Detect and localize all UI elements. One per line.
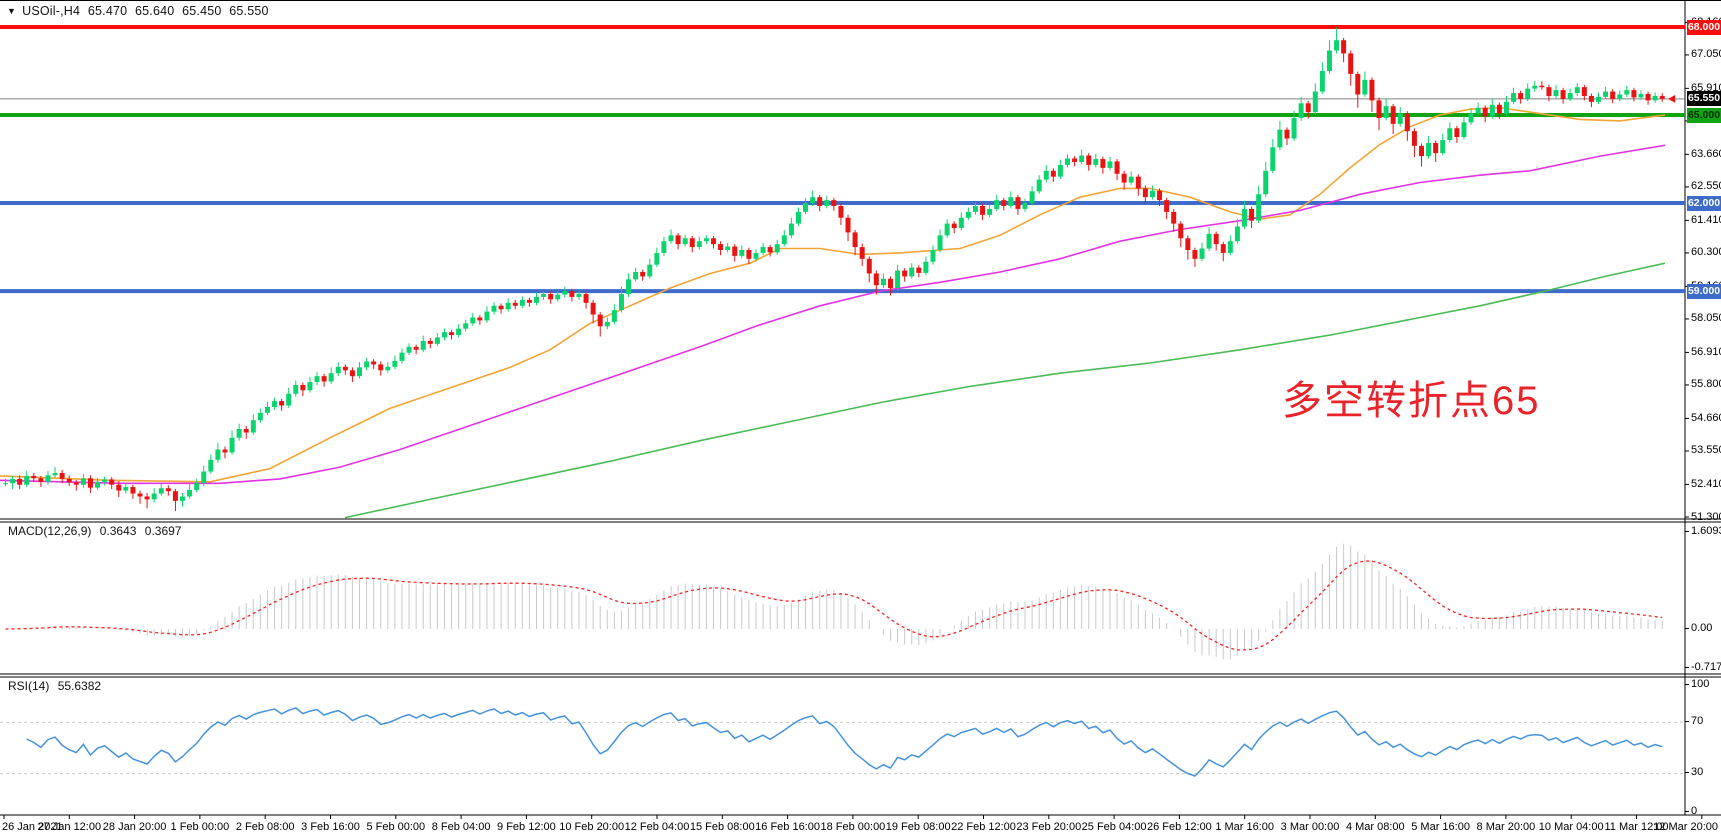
time-tick-label: 27 Jan 12:00	[37, 821, 102, 833]
macd-signal-line	[5, 560, 1663, 651]
fast-ma-line	[0, 106, 1666, 483]
price-badge-59.000: 59.000	[1687, 283, 1721, 299]
rsi-line	[26, 707, 1663, 777]
time-tick-label: 25 Feb 04:00	[1081, 821, 1147, 833]
time-tick-label: 8 Mar 20:00	[1476, 821, 1536, 833]
indicator-tick-label: 100	[1691, 678, 1710, 690]
indicator-tick-label: 1.6093	[1691, 525, 1721, 537]
time-tick-label: 15 Feb 08:00	[689, 821, 755, 833]
time-tick-label: 16 Feb 16:00	[755, 821, 821, 833]
time-tick-label: 18 Feb 00:00	[820, 821, 886, 833]
indicator-tick-label: 0.00	[1691, 622, 1713, 634]
price-tick-label: 62.550	[1691, 180, 1721, 193]
time-tick-label: 5 Feb 00:00	[366, 821, 426, 833]
price-tick-label: 54.660	[1691, 411, 1721, 424]
rsi-value: 55.6382	[57, 679, 102, 693]
indicator-tick-label: 70	[1691, 715, 1704, 727]
price-badge-65.550: 65.550	[1687, 91, 1721, 107]
price-tick-label: 56.910	[1691, 345, 1721, 358]
time-tick-label: 26 Feb 12:00	[1146, 821, 1212, 833]
symbol-name: USOil-,H4	[22, 4, 81, 18]
slow-ma-line	[344, 262, 1666, 519]
symbol-header: ▼ USOil-,H4 65.470 65.640 65.450 65.550	[7, 4, 273, 18]
time-tick-label: 2 Feb 08:00	[235, 821, 295, 833]
indicator-tick-label: -0.7172	[1691, 661, 1721, 673]
price-tick-label: 67.050	[1691, 48, 1721, 61]
time-tick-label: 23 Feb 20:00	[1016, 821, 1082, 833]
quote-close: 65.550	[229, 4, 269, 18]
symbol-collapse-icon[interactable]: ▼	[7, 6, 17, 16]
time-tick-label: 10 Feb 20:00	[559, 821, 625, 833]
rsi-name: RSI(14)	[8, 679, 50, 693]
price-tick-label: 65.910	[1691, 81, 1721, 94]
macd-label: MACD(12,26,9) 0.3643 0.3697	[8, 524, 186, 538]
price-badge-62.000: 62.000	[1687, 195, 1721, 211]
macd-name: MACD(12,26,9)	[8, 524, 92, 538]
macd-main-value: 0.3643	[99, 524, 137, 538]
time-tick-label: 26 Jan 2021	[2, 821, 63, 833]
price-tick-label: 51.300	[1691, 510, 1721, 523]
turning-point-annotation: 多空转折点65	[1282, 379, 1541, 423]
indicator-tick-label: 30	[1691, 766, 1704, 778]
price-tick-label: 61.410	[1691, 213, 1721, 226]
time-tick-label: 1 Feb 00:00	[170, 821, 230, 833]
price-tick-label: 53.550	[1691, 444, 1721, 457]
quote-low: 65.450	[182, 4, 222, 18]
price-tick-label: 52.410	[1691, 477, 1721, 490]
time-tick-label: 1 Mar 16:00	[1215, 821, 1275, 833]
time-tick-label: 19 Feb 08:00	[885, 821, 951, 833]
time-tick-label: 12 Feb 04:00	[624, 821, 690, 833]
price-tick-label: 55.800	[1691, 378, 1721, 391]
time-tick-label: 5 Mar 16:00	[1411, 821, 1470, 833]
time-tick-label: 11 Mar 12:00	[1604, 821, 1669, 833]
time-tick-label: 10 Mar 04:00	[1538, 821, 1604, 833]
medium-ma-line	[0, 144, 1666, 485]
time-tick-label: 3 Mar 00:00	[1280, 821, 1340, 833]
time-tick-label: 22 Feb 12:00	[951, 821, 1016, 833]
price-badge-65.000: 65.000	[1687, 107, 1721, 123]
price-tick-label: 63.660	[1691, 147, 1721, 160]
macd-signal-value: 0.3697	[144, 524, 182, 538]
price-tick-label: 60.300	[1691, 246, 1721, 259]
rsi-label: RSI(14) 55.6382	[8, 679, 106, 693]
time-tick-label: 28 Jan 20:00	[102, 821, 167, 833]
time-tick-label: 8 Feb 04:00	[431, 821, 491, 833]
time-tick-label: 3 Feb 16:00	[301, 821, 360, 833]
quote-open: 65.470	[87, 4, 128, 18]
quote-high: 65.640	[134, 4, 175, 18]
last-price-marker	[1668, 94, 1676, 103]
time-tick-label: 4 Mar 08:00	[1345, 821, 1405, 833]
time-tick-label: 12 Mar 20:00	[1653, 821, 1718, 833]
time-tick-label: 9 Feb 12:00	[497, 821, 556, 833]
price-badge-68.000: 68.000	[1687, 19, 1721, 35]
price-tick-label: 58.050	[1691, 312, 1721, 325]
indicator-tick-label: 0	[1691, 805, 1698, 817]
